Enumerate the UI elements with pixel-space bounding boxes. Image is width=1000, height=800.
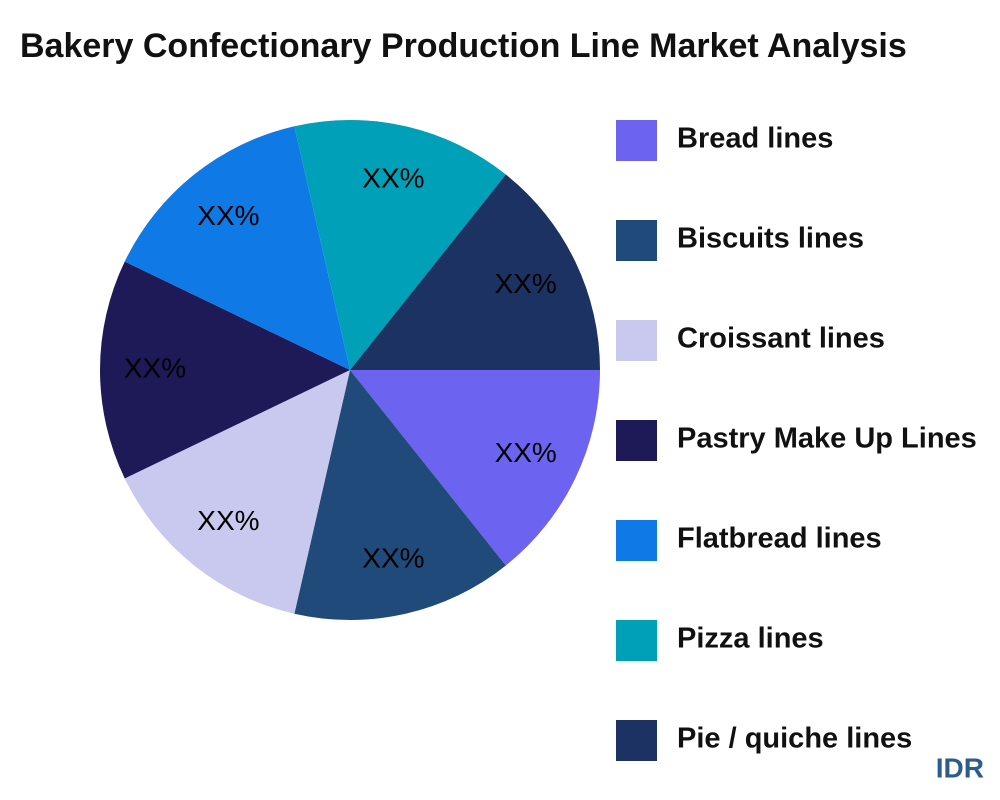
legend-label: Pastry Make Up Lines (677, 423, 977, 455)
legend-label: Bread lines (677, 123, 833, 155)
slice-label: XX% (495, 437, 557, 468)
legend-swatch (616, 420, 657, 461)
legend-label: Croissant lines (677, 323, 885, 355)
legend-swatch (616, 220, 657, 261)
slice-label: XX% (124, 352, 186, 383)
watermark: IDR (936, 752, 984, 783)
pie-slice (294, 370, 506, 621)
pie-slice (124, 370, 350, 614)
legend-swatch (616, 120, 657, 161)
slice-label: XX% (197, 200, 259, 231)
legend-swatch (616, 520, 657, 561)
slice-label: XX% (197, 505, 259, 536)
slice-label: XX% (495, 268, 557, 299)
pie-slice (99, 261, 350, 479)
chart-title: Bakery Confectionary Production Line Mar… (20, 27, 907, 65)
pie-slice (124, 126, 350, 370)
legend-label: Biscuits lines (677, 223, 864, 255)
legend-label: Pie / quiche lines (677, 723, 912, 755)
legend-swatch (616, 620, 657, 661)
legend-swatch (616, 320, 657, 361)
pie-slice (350, 174, 600, 370)
slice-label: XX% (362, 162, 424, 193)
legend-label: Pizza lines (677, 623, 824, 655)
pie-slice (294, 119, 506, 370)
slice-label: XX% (362, 543, 424, 574)
legend-swatch (616, 720, 657, 761)
pie-slice (350, 370, 600, 566)
legend-label: Flatbread lines (677, 523, 882, 555)
